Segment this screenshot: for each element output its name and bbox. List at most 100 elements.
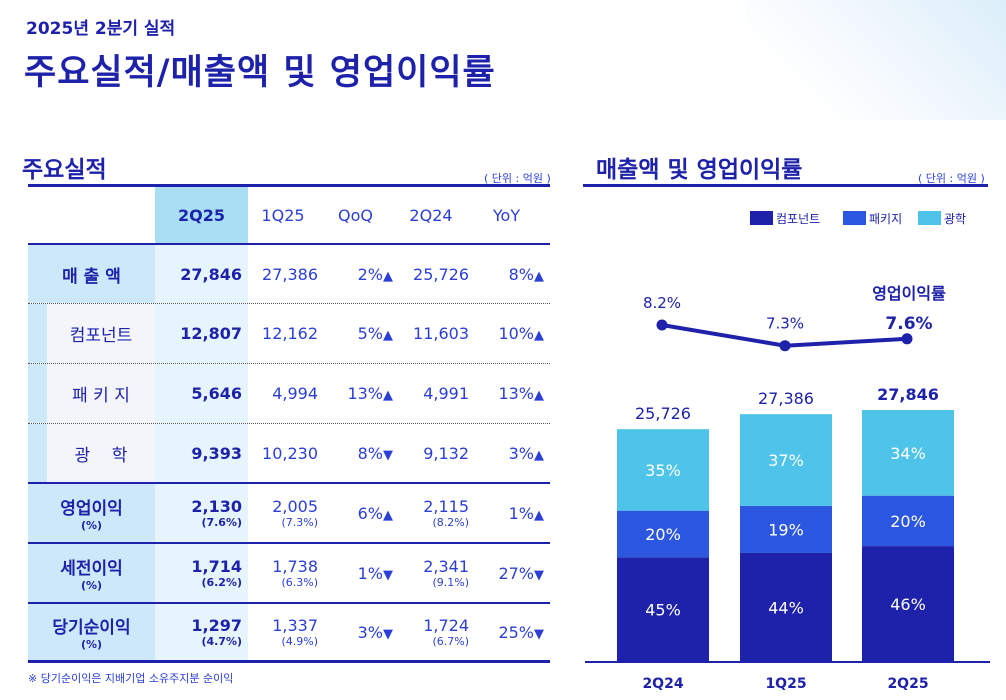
column-header-yoy: YoY [492,205,521,225]
x-tick-label: 1Q25 [765,676,806,692]
table-row: 매 출 액 27,846 27,386 2%▲ 25,726 8%▲ [28,243,550,303]
row-label: 당기순이익 (%) [28,604,155,660]
background-decoration [746,0,1006,120]
cell-q1: 10,230 [248,424,318,482]
cell-yoy: 8%▲ [469,245,544,303]
segment-label: 37% [768,451,804,470]
cell-yoy: 1%▲ [469,484,544,542]
margin-point [656,319,668,331]
cell-value: 9,132 [423,443,469,463]
cell-yoy: 13%▲ [469,364,544,423]
cell-value: 9,393 [191,443,242,463]
cell-q1: 1,337 (4.9%) [248,604,318,660]
cell-value: 2,130 [191,497,242,516]
legend-label: 컴포넌트 [776,212,820,226]
bar-segment-2Q25-컴포넌트 [862,546,954,662]
cell-margin: (6.2%) [201,576,242,589]
x-tick-label: 2Q24 [642,676,683,692]
label-indent [28,304,47,363]
cell-cur: 1,297 (4.7%) [155,604,248,660]
cell-cur: 9,393 [155,424,248,482]
row-label-text: 영업이익 [60,499,123,519]
cell-yoy: 25%▼ [469,604,544,660]
margin-point [901,333,913,345]
cell-value: 5% [357,324,383,343]
bar-segment-1Q25-패키지 [740,505,832,553]
row-label-text: 당기순이익 [52,618,131,638]
cell-value: 3% [508,443,534,463]
cell-value: 11,603 [413,324,469,343]
bar-segment-2Q24-컴포넌트 [617,557,709,662]
bar-segment-2Q24-패키지 [617,510,709,558]
cell-value: 12,162 [262,324,318,343]
cell-q24: 2,341 (9.1%) [393,544,469,602]
cell-cur: 1,714 (6.2%) [155,544,248,602]
legend-swatch [918,211,941,225]
chart-top-rule [583,184,988,187]
table-row: 당기순이익 (%) 1,297 (4.7%) 1,337 (4.9%) 3%▼ 1,724 (6… [28,602,550,660]
cell-value: 10,230 [262,443,318,463]
cell-value: 2,005 [272,497,318,516]
triangle-down-icon: ▼ [534,567,544,583]
table-row: 패 키 지 5,646 4,994 13%▲ 4,991 13%▲ [28,363,550,423]
bar-segment-2Q25-광학 [862,410,954,496]
cell-value: 25,726 [413,264,469,284]
cell-qoq: 3%▼ [318,604,393,660]
column-header-2q25: 2Q25 [155,187,248,243]
row-label: 영업이익 (%) [28,484,155,542]
triangle-up-icon: ▲ [534,268,544,284]
cell-q24: 9,132 [393,424,469,482]
page-title: 주요실적/매출액 및 영업이익률 [24,53,496,93]
table-row: 세전이익 (%) 1,714 (6.2%) 1,738 (6.3%) 1%▼ 2,341 (9.… [28,542,550,602]
row-label: 패 키 지 [47,364,155,423]
margin-label: 7.6% [885,314,932,334]
cell-margin: (7.3%) [281,516,318,529]
bar-segment-1Q25-컴포넌트 [740,552,832,662]
bar-segment-2Q24-광학 [617,429,709,511]
legend-label: 광학 [944,212,966,226]
cell-value: 1,297 [191,616,242,635]
table-header-row: 2Q25 1Q25 QoQ 2Q24 YoY [28,187,550,243]
triangle-up-icon: ▲ [534,328,544,343]
cell-yoy: 10%▲ [469,304,544,363]
cell-value: 25% [498,622,534,642]
row-label-unit: (%) [80,579,103,592]
table-unit: ( 단위 : 억원 ) [484,172,551,185]
column-header-2q24: 2Q24 [409,205,453,225]
label-indent [28,364,47,423]
cell-q1: 4,994 [248,364,318,423]
triangle-up-icon: ▲ [534,447,544,463]
page-subtitle: 2025년 2분기 실적 [26,19,176,39]
cell-value: 1,738 [272,557,318,576]
segment-label: 45% [645,601,681,620]
cell-margin: (4.7%) [201,635,242,648]
row-label: 광 학 [47,424,155,482]
triangle-up-icon: ▲ [383,328,393,343]
cell-margin: (7.6%) [201,516,242,529]
cell-value: 1% [508,503,534,523]
table-section-title: 주요실적 [22,157,107,183]
cell-q1: 2,005 (7.3%) [248,484,318,542]
segment-label: 19% [768,520,804,539]
row-label: 매 출 액 [28,245,155,303]
cell-value: 27,846 [180,264,242,284]
row-label-unit: (%) [80,519,103,532]
legend-label: 패키지 [869,212,902,226]
cell-value: 1,337 [272,616,318,635]
cell-value: 5,646 [191,384,242,403]
legend-swatch [750,211,773,225]
cell-value: 13% [347,384,383,403]
margin-label: 8.2% [643,294,681,312]
segment-label: 44% [768,598,804,617]
margin-point [779,340,791,352]
table-row: 영업이익 (%) 2,130 (7.6%) 2,005 (7.3%) 6%▲ 2,115 (8.… [28,482,550,542]
row-label: 컴포넌트 [47,304,155,363]
cell-q1: 1,738 (6.3%) [248,544,318,602]
cell-value: 27,386 [262,264,318,284]
triangle-up-icon: ▲ [383,388,393,403]
cell-qoq: 6%▲ [318,484,393,542]
triangle-down-icon: ▼ [383,567,393,583]
cell-value: 1,724 [423,616,469,635]
line-series-label: 영업이익률 [872,284,946,303]
cell-value: 13% [498,384,534,403]
